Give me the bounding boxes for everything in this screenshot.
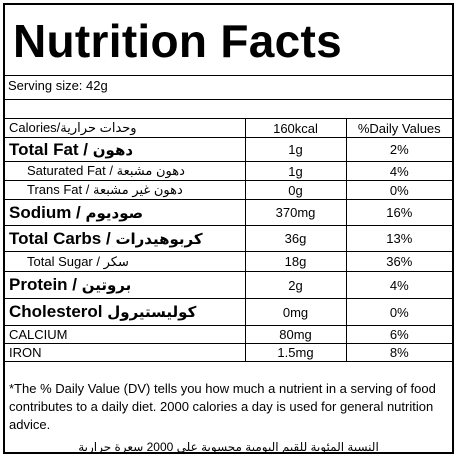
row-label-arabic: دهون (92, 141, 134, 159)
row-label: Calories/وحدات حرارية (5, 118, 246, 138)
table-row: IRON 1.5mg 8% (5, 343, 452, 362)
footnote-arabic: النسبة المئوية للقيم اليومية محسوبة على … (78, 440, 379, 454)
row-label-arabic: سكر (103, 253, 129, 269)
nutrition-panel: Nutrition Facts Serving size: 42g Calori… (3, 3, 454, 454)
row-value: 0mg (244, 298, 347, 326)
row-value: 2g (244, 271, 347, 299)
row-value: 1g (244, 161, 347, 181)
table-row: CALCIUM 80mg 6% (5, 325, 452, 344)
row-value: 370mg (244, 199, 347, 226)
row-value: 0g (244, 180, 347, 200)
row-label: IRON (5, 343, 246, 362)
row-label: Total Fat / دهون (5, 137, 246, 162)
table-row: Total Sugar / سكر 18g 36% (5, 251, 452, 272)
row-label-arabic: بروتين (81, 277, 132, 294)
row-value: 1.5mg (244, 343, 347, 362)
row-label-arabic: صوديوم (85, 204, 144, 222)
row-percent: 6% (345, 325, 452, 344)
row-label-arabic: دهون مشبعة (116, 163, 185, 178)
divider (5, 99, 452, 100)
row-label-arabic: كوليستيرول (107, 304, 197, 321)
table-row: Total Fat / دهون 1g 2% (5, 137, 452, 162)
table-row: Total Carbs / كربوهيدرات 36g 13% (5, 225, 452, 252)
row-label: Cholesterol كوليستيرول (5, 298, 246, 326)
table-row: Protein / بروتين 2g 4% (5, 271, 452, 299)
table-row: Saturated Fat / دهون مشبعة 1g 4% (5, 161, 452, 181)
row-percent: 0% (345, 298, 452, 326)
row-percent: 0% (345, 180, 452, 200)
row-value: 160kcal (244, 118, 347, 138)
row-label: Sodium / صوديوم (5, 199, 246, 226)
table-row: Trans Fat / دهون غير مشبعة 0g 0% (5, 180, 452, 200)
row-percent: 16% (345, 199, 452, 226)
row-value: 80mg (244, 325, 347, 344)
row-percent: 2% (345, 137, 452, 162)
row-label: Total Sugar / سكر (5, 251, 246, 272)
row-label-arabic: دهون غير مشبعة (92, 182, 183, 197)
footnote: *The % Daily Value (DV) tells you how mu… (9, 381, 436, 432)
divider (5, 75, 452, 76)
row-label: CALCIUM (5, 325, 246, 344)
row-percent: %Daily Values (345, 118, 452, 138)
row-percent: 13% (345, 225, 452, 252)
row-label: Trans Fat / دهون غير مشبعة (5, 180, 246, 200)
table-row: Cholesterol كوليستيرول 0mg 0% (5, 298, 452, 326)
nutrition-table: Calories/وحدات حرارية 160kcal %Daily Val… (5, 118, 452, 362)
panel-title: Nutrition Facts (13, 15, 343, 67)
row-label: Saturated Fat / دهون مشبعة (5, 161, 246, 181)
row-percent: 36% (345, 251, 452, 272)
table-row: Sodium / صوديوم 370mg 16% (5, 199, 452, 226)
row-value: 36g (244, 225, 347, 252)
row-label-arabic: كربوهيدرات (115, 230, 203, 248)
row-label: Protein / بروتين (5, 271, 246, 299)
row-label: Total Carbs / كربوهيدرات (5, 225, 246, 252)
table-row: Calories/وحدات حرارية 160kcal %Daily Val… (5, 118, 452, 138)
row-percent: 8% (345, 343, 452, 362)
row-value: 18g (244, 251, 347, 272)
row-percent: 4% (345, 161, 452, 181)
row-value: 1g (244, 137, 347, 162)
row-percent: 4% (345, 271, 452, 299)
serving-size: Serving size: 42g (8, 78, 108, 93)
